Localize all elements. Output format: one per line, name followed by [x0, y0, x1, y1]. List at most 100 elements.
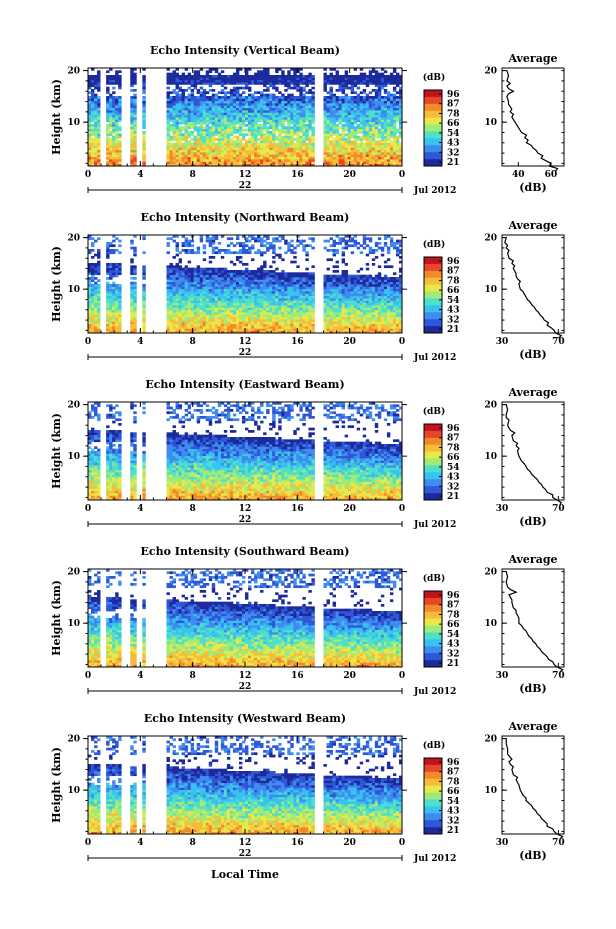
heatmap-cell [214, 112, 219, 116]
heatmap-cell [217, 112, 222, 116]
heatmap-cell [326, 75, 330, 78]
heatmap-cell [296, 103, 300, 106]
heatmap-cell [311, 126, 315, 130]
heatmap-cell [293, 70, 297, 74]
heatmap-cell [326, 152, 330, 155]
heatmap-cell [91, 284, 95, 287]
heatmap-cell [205, 138, 210, 141]
heatmap-cell [202, 163, 207, 167]
heatmap-cell [196, 321, 201, 325]
heatmap-cell [278, 68, 282, 71]
heatmap-cell [118, 149, 122, 153]
heatmap-cell [109, 242, 113, 245]
heatmap-cell [341, 82, 346, 85]
heatmap-cell [94, 140, 98, 144]
heatmap-cell [251, 117, 255, 120]
heatmap-cell [220, 147, 225, 151]
heatmap-cell [335, 145, 339, 148]
heatmap-cell [202, 328, 207, 332]
heatmap-cell [254, 270, 258, 273]
heatmap-cell [214, 312, 219, 315]
heatmap-cell [266, 295, 270, 299]
heatmap-cell [359, 107, 364, 111]
heatmap-cell [208, 128, 213, 132]
heatmap-cell [91, 291, 95, 294]
heatmap-cell [133, 249, 137, 252]
heatmap-cell [257, 312, 261, 315]
heatmap-cell [106, 156, 110, 160]
heatmap-cell [380, 133, 385, 137]
heatmap-cell [380, 86, 385, 90]
heatmap-cell [380, 75, 385, 78]
heatmap-cell [133, 117, 137, 120]
heatmap-cell [118, 142, 122, 146]
heatmap-cell [302, 110, 306, 113]
heatmap-cell [266, 302, 270, 306]
heatmap-cell [272, 112, 276, 116]
heatmap-cell [94, 98, 98, 102]
heatmap-cell [395, 112, 400, 116]
heatmap-cell [248, 281, 252, 285]
heatmap-cell [109, 103, 113, 106]
heatmap-cell [112, 288, 116, 292]
heatmap-cell [190, 156, 195, 160]
heatmap-cell [232, 263, 237, 266]
heatmap-cell [97, 237, 101, 241]
heatmap-cell [374, 156, 379, 160]
heatmap-cell [287, 149, 291, 153]
heatmap-cell [272, 82, 276, 85]
heatmap-cell [178, 267, 182, 271]
heatmap-cell [323, 138, 327, 141]
heatmap-cell [202, 277, 207, 280]
heatmap-cell [220, 131, 225, 134]
heatmap-cell [88, 107, 92, 111]
heatmap-cell [220, 103, 225, 106]
heatmap-cell [389, 152, 394, 155]
heatmap-cell [398, 149, 403, 153]
heatmap-cell [365, 159, 370, 162]
heatmap-cell [389, 82, 394, 85]
heatmap-cell [335, 154, 339, 158]
heatmap-cell [389, 154, 394, 158]
heatmap-cell [374, 110, 379, 113]
heatmap-cell [91, 79, 95, 83]
heatmap-cell [130, 110, 134, 113]
heatmap-cell [392, 142, 397, 146]
heatmap-cell [166, 91, 170, 95]
heatmap-cell [235, 82, 240, 85]
heatmap-cell [97, 154, 101, 158]
heatmap-cell [232, 103, 237, 106]
heatmap-cell [178, 149, 182, 153]
heatmap-cell [263, 114, 267, 118]
heatmap-cell [115, 128, 119, 132]
heatmap-cell [241, 293, 246, 297]
heatmap-cell [91, 256, 95, 259]
heatmap-cell [181, 319, 186, 322]
heatmap-cell [196, 140, 201, 144]
heatmap-cell [386, 133, 391, 137]
heatmap-cell [235, 140, 240, 144]
heatmap-cell [232, 300, 237, 304]
heatmap-cell [166, 145, 170, 148]
heatmap-cell [172, 89, 176, 92]
heatmap-cell [199, 152, 204, 155]
heatmap-cell [220, 272, 225, 276]
heatmap-cell [133, 253, 137, 257]
heatmap-cell [302, 135, 306, 139]
heatmap-cell [217, 270, 222, 273]
heatmap-cell [208, 142, 213, 146]
heatmap-cell [341, 154, 346, 158]
heatmap-cell [175, 163, 179, 167]
heatmap-cell [193, 267, 198, 271]
heatmap-cell [251, 140, 255, 144]
heatmap-cell [245, 295, 249, 299]
heatmap-cell [332, 140, 336, 144]
heatmap-cell [335, 161, 339, 165]
heatmap-cell [241, 119, 246, 123]
heatmap-cell [118, 126, 122, 130]
heatmap-cell [281, 156, 285, 160]
heatmap-cell [257, 124, 261, 127]
heatmap-cell [263, 300, 267, 304]
heatmap-cell [97, 291, 101, 294]
heatmap-cell [208, 272, 213, 276]
